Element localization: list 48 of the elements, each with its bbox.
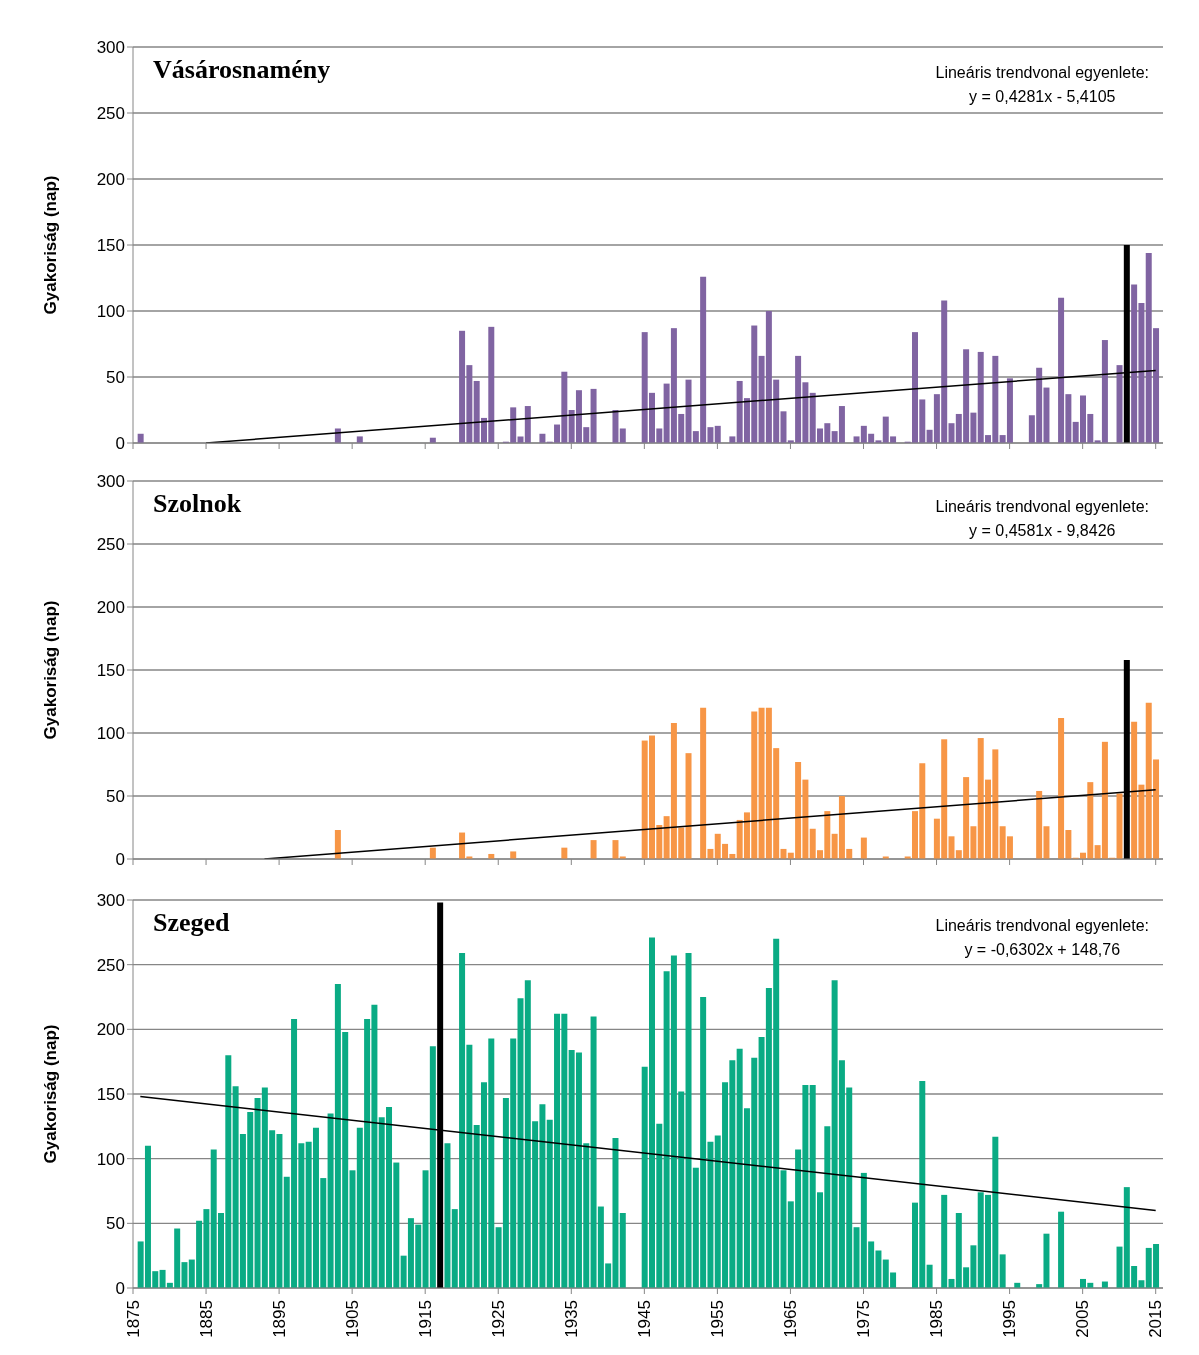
y-tick-label: 300 [96, 891, 125, 911]
x-tick-label: 1975 [854, 1300, 873, 1338]
y-tick-label: 200 [96, 598, 125, 618]
x-tick-label: 1995 [1000, 1300, 1020, 1338]
x-tick-label: 1905 [342, 1300, 362, 1338]
x-tick-label: 1965 [780, 1300, 800, 1338]
y-tick-label: 250 [96, 955, 125, 975]
y-tick-label: 0 [115, 1279, 125, 1299]
y-tick-label: 300 [96, 38, 125, 58]
annotation: y = 0,4581x - 9,8426 [968, 521, 1117, 541]
x-tick-label: 2015 [1146, 1300, 1166, 1338]
y-tick-label: 0 [115, 850, 125, 870]
annotation: y = -0,6302x + 148,76 [963, 940, 1122, 960]
x-tick-label: 1955 [707, 1300, 727, 1338]
x-tick-label: 1935 [561, 1300, 581, 1338]
y-axis-title: Gyakoriság (nap) [41, 1024, 61, 1164]
y-tick-label: 150 [96, 1085, 125, 1105]
x-tick-label: 1985 [927, 1300, 947, 1338]
y-tick-label: 250 [96, 104, 125, 124]
annotation: Lineáris trendvonal egyenlete: [935, 497, 1149, 517]
y-tick-label: 150 [96, 236, 125, 256]
x-tick-label: 1875 [123, 1300, 143, 1338]
y-tick-label: 150 [96, 661, 125, 681]
annotation: y = 0,4281x - 5,4105 [968, 87, 1117, 107]
x-tick-label: 1895 [269, 1300, 289, 1338]
y-tick-label: 200 [96, 1020, 125, 1040]
x-tick-label: 1885 [196, 1300, 216, 1338]
y-tick-label: 100 [96, 302, 125, 322]
y-tick-label: 300 [96, 472, 125, 492]
x-tick-label: 1915 [415, 1300, 435, 1338]
y-axis-title: Gyakoriság (nap) [41, 175, 61, 315]
y-tick-label: 100 [96, 724, 125, 744]
x-tick-label: 1945 [634, 1300, 654, 1338]
y-axis-title: Gyakoriság (nap) [41, 600, 61, 740]
y-tick-label: 100 [96, 1149, 125, 1169]
chart-title: Szeged [153, 908, 230, 938]
y-tick-label: 200 [96, 170, 125, 190]
chart-title: Vásárosnamény [153, 55, 331, 85]
y-tick-label: 250 [96, 535, 125, 555]
annotation: Lineáris trendvonal egyenlete: [935, 63, 1149, 83]
y-tick-label: 50 [106, 787, 125, 807]
chart-title: Szolnok [153, 489, 242, 519]
x-tick-label: 2005 [1073, 1300, 1093, 1338]
x-tick-label: 1925 [488, 1300, 508, 1338]
y-tick-label: 50 [106, 368, 125, 388]
y-tick-label: 50 [106, 1214, 125, 1234]
annotation: Lineáris trendvonal egyenlete: [935, 916, 1149, 936]
y-tick-label: 0 [115, 434, 125, 454]
